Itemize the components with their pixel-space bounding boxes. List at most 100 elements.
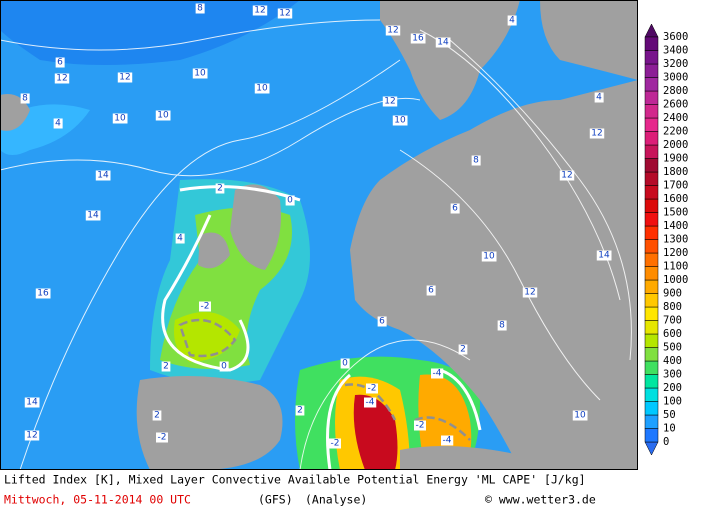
colorbar-label: 1800 bbox=[663, 166, 688, 178]
contour-label: 6 bbox=[428, 286, 434, 296]
colorbar-label: 100 bbox=[663, 396, 682, 408]
contour-label-box bbox=[219, 361, 229, 372]
colorbar-label: 3600 bbox=[663, 31, 688, 43]
colorbar-box bbox=[644, 401, 659, 416]
contour-label: 10 bbox=[256, 84, 268, 94]
contour-label: 12 bbox=[524, 288, 535, 298]
contour-label: -4 bbox=[366, 398, 375, 408]
colorbar-label: 600 bbox=[663, 328, 682, 340]
colorbar-label: 1200 bbox=[663, 247, 688, 259]
colorbar-box bbox=[644, 279, 659, 294]
contour-line bbox=[0, 19, 381, 51]
colorbar-box bbox=[644, 36, 659, 51]
contour-label: 2 bbox=[460, 345, 466, 355]
colorbar-box bbox=[644, 252, 659, 267]
caption-title: Lifted Index [K], Mixed Layer Convective… bbox=[4, 473, 586, 487]
colorbar-label: 1900 bbox=[663, 153, 688, 165]
colorbar-box bbox=[644, 320, 659, 335]
colorbar-label: 1000 bbox=[663, 274, 688, 286]
contour-label: 0 bbox=[342, 359, 348, 369]
contour-label-box bbox=[596, 250, 612, 261]
contour-label-box bbox=[85, 210, 101, 221]
contour-label: 0 bbox=[287, 196, 293, 206]
colorbar-box bbox=[644, 131, 659, 146]
caption-date: Mittwoch, 05-11-2014 00 UTC bbox=[4, 493, 191, 507]
colorbar-label: 1300 bbox=[663, 234, 688, 246]
contour-label-box bbox=[329, 438, 341, 449]
colorbar-box bbox=[644, 185, 659, 200]
contour-label: 12 bbox=[26, 431, 37, 441]
colorbar-label: 3400 bbox=[663, 45, 688, 57]
colorbar-label: 2000 bbox=[663, 139, 688, 151]
contour-label-box bbox=[450, 203, 460, 214]
colorbar-box bbox=[644, 171, 659, 186]
colorbar-box bbox=[644, 293, 659, 308]
contour-label-box bbox=[435, 37, 451, 48]
contour-label-box bbox=[589, 128, 605, 139]
contour-label: 14 bbox=[437, 38, 449, 48]
cape-area bbox=[353, 394, 398, 470]
contour-label: 14 bbox=[598, 251, 610, 261]
caption-source: © www.wetter3.de bbox=[485, 493, 596, 507]
colorbar-label: 3200 bbox=[663, 58, 688, 70]
contour-label-box bbox=[175, 233, 185, 244]
great-britain bbox=[230, 184, 281, 270]
contour-label: -2 bbox=[158, 433, 167, 443]
colorbar-box bbox=[644, 144, 659, 159]
colorbar-label: 500 bbox=[663, 342, 682, 354]
contour-label: 6 bbox=[57, 58, 63, 68]
contour-label: 10 bbox=[157, 111, 169, 121]
colorbar-box bbox=[644, 158, 659, 173]
colorbar-label: 2800 bbox=[663, 85, 688, 97]
contours bbox=[0, 19, 632, 471]
contour-label: 14 bbox=[97, 171, 109, 181]
contour-label: 12 bbox=[56, 74, 67, 84]
scandinavia bbox=[380, 0, 520, 120]
colorbar-box bbox=[644, 63, 659, 78]
contour-label: 12 bbox=[254, 6, 265, 16]
contour-line bbox=[299, 339, 471, 471]
contour-label-box bbox=[377, 316, 387, 327]
contour-label-box bbox=[254, 83, 270, 94]
contour-label-box bbox=[426, 285, 436, 296]
map-frame bbox=[0, 0, 638, 470]
colorbar-label: 2200 bbox=[663, 126, 688, 138]
colorbar-label: 2600 bbox=[663, 99, 688, 111]
colorbar-label: 10 bbox=[663, 423, 676, 435]
contour-label-box bbox=[431, 368, 444, 379]
contour-label: 10 bbox=[114, 114, 126, 124]
contour-label-box bbox=[559, 170, 575, 181]
contour-label: 14 bbox=[87, 211, 99, 221]
contour-label: 0 bbox=[221, 362, 227, 372]
contour-label: 2 bbox=[217, 184, 223, 194]
contour-label: 8 bbox=[473, 156, 479, 166]
contour-line bbox=[19, 59, 401, 471]
colorbar-label: 700 bbox=[663, 315, 682, 327]
contour-label: 2 bbox=[154, 411, 160, 421]
colorbar-box bbox=[644, 333, 659, 348]
colorbar-label: 50 bbox=[663, 409, 676, 421]
ireland bbox=[198, 232, 230, 269]
colorbar-over bbox=[644, 23, 659, 38]
north-land bbox=[540, 0, 638, 80]
contour-label: 8 bbox=[22, 94, 28, 104]
contour-label-box bbox=[522, 287, 538, 298]
contour-label-box bbox=[364, 397, 377, 408]
contour-label: 12 bbox=[561, 171, 572, 181]
contour-label: 4 bbox=[596, 93, 602, 103]
contour-label-box bbox=[481, 251, 497, 262]
colorbar-label: 1100 bbox=[663, 261, 688, 273]
contour-label: 6 bbox=[379, 317, 385, 327]
contour-label-box bbox=[366, 383, 378, 394]
contour-label: -2 bbox=[416, 421, 425, 431]
contour-label-box bbox=[195, 3, 205, 14]
contour-label: 10 bbox=[394, 116, 406, 126]
li-area bbox=[0, 0, 300, 65]
colorbar-box bbox=[644, 374, 659, 389]
contour-label-box bbox=[471, 155, 481, 166]
colorbar-box bbox=[644, 347, 659, 362]
contour-label-box bbox=[277, 8, 293, 19]
contour-label-box bbox=[340, 358, 350, 369]
